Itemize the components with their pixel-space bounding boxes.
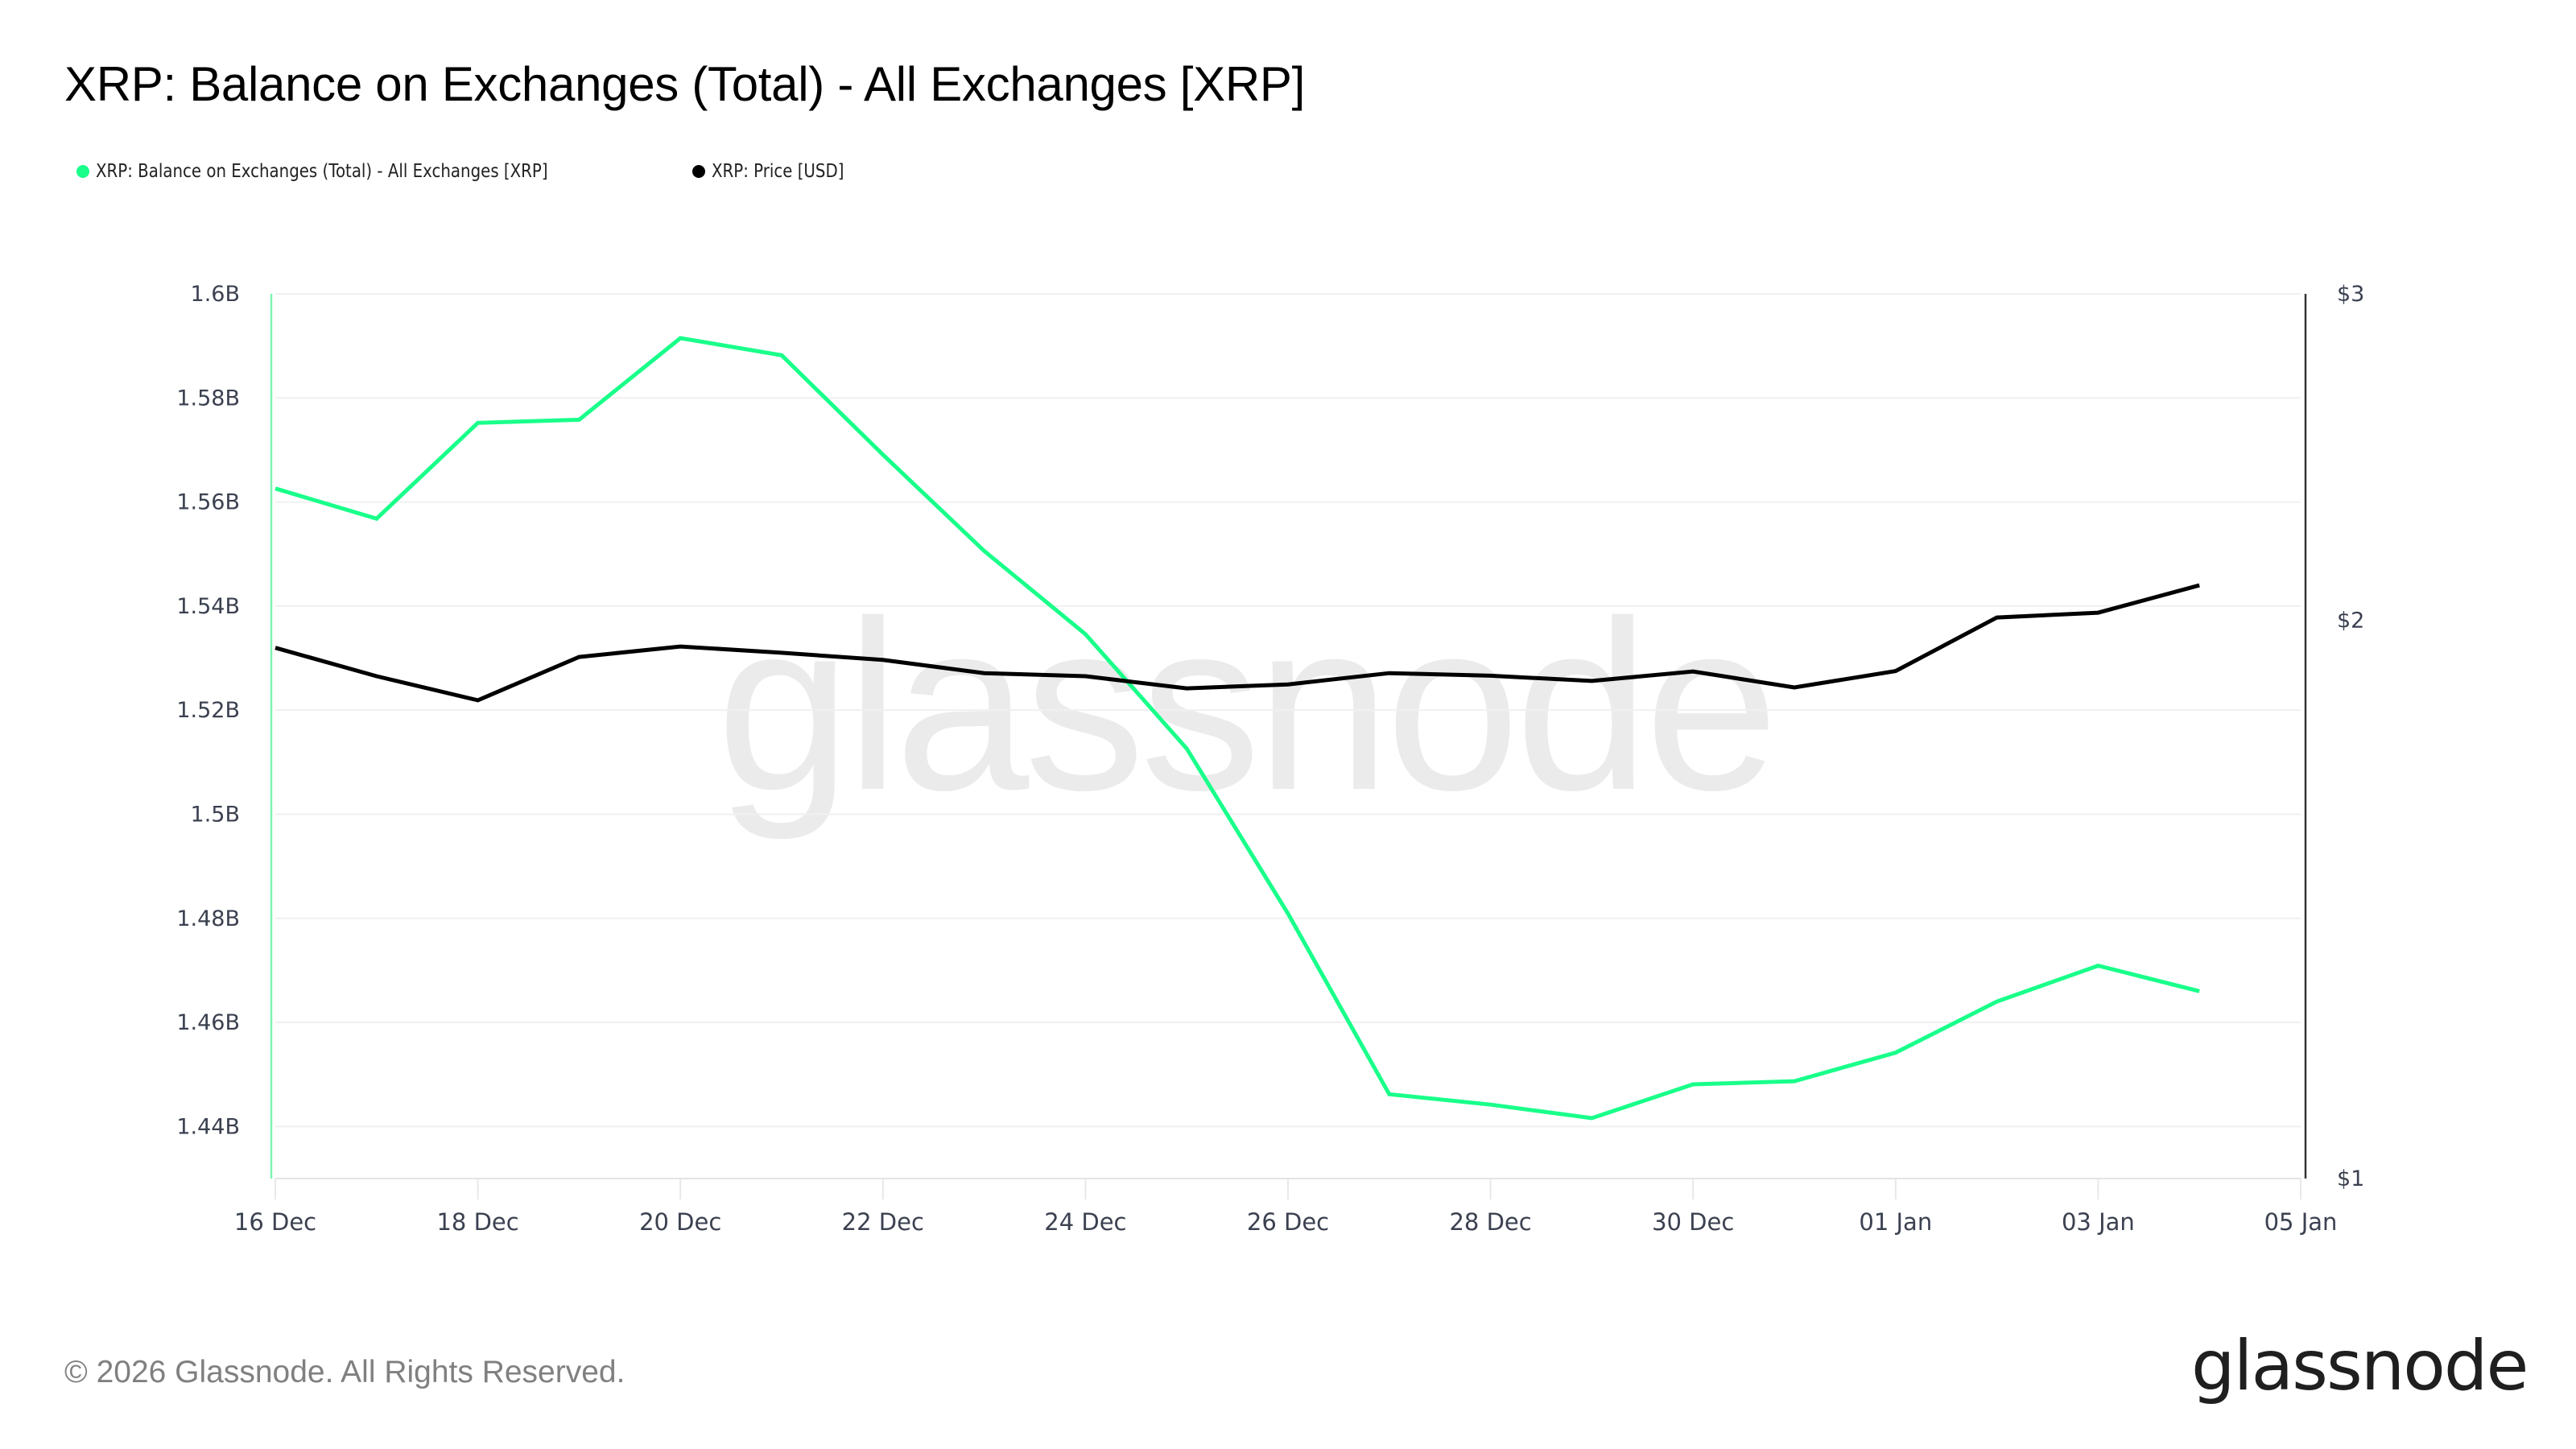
- y-tick-label: 1.48B: [176, 906, 240, 931]
- x-tick-label: 03 Jan: [2062, 1208, 2135, 1236]
- legend-item-price[interactable]: XRP: Price [USD]: [691, 161, 865, 182]
- y-tick-label: 1.58B: [176, 386, 240, 411]
- legend: XRP: Balance on Exchanges (Total) - All …: [76, 161, 936, 182]
- x-tick-label: 26 Dec: [1247, 1208, 1329, 1236]
- right-y-axis: $1 $2 $3: [2304, 282, 2364, 1191]
- x-axis: 16 Dec 18 Dec 20 Dec 22 Dec 24 Dec 26 Dec 28 D…: [234, 1178, 2338, 1236]
- x-tick-label: 28 Dec: [1449, 1208, 1531, 1236]
- glassnode-logo: glassnode: [2191, 1326, 2529, 1406]
- legend-label: XRP: Balance on Exchanges (Total) - All …: [96, 161, 548, 182]
- gridlines: [275, 293, 2301, 1128]
- balance-line: [275, 336, 2200, 1121]
- copyright-text: © 2026 Glassnode. All Rights Reserved.: [64, 1355, 625, 1389]
- series-lines: [275, 336, 2200, 1121]
- y-tick-label: 1.5B: [191, 802, 240, 827]
- x-tick-label: 24 Dec: [1044, 1208, 1126, 1236]
- y-tick-label: $1: [2337, 1166, 2364, 1191]
- x-tick-label: 05 Jan: [2264, 1208, 2338, 1236]
- x-tick-label: 16 Dec: [234, 1208, 316, 1236]
- y-tick-label: $2: [2337, 609, 2364, 634]
- x-tick-label: 20 Dec: [639, 1208, 721, 1236]
- legend-item-balance[interactable]: XRP: Balance on Exchanges (Total) - All …: [76, 161, 621, 182]
- y-tick-label: 1.56B: [176, 490, 240, 515]
- y-tick-label: 1.52B: [176, 698, 240, 723]
- y-tick-label: $3: [2337, 282, 2364, 307]
- y-tick-label: 1.44B: [176, 1114, 240, 1139]
- left-y-axis: 1.44B 1.46B 1.48B 1.5B 1.52B 1.54B 1.56B 1.58B 1…: [176, 282, 273, 1179]
- legend-label: XRP: Price [USD]: [711, 161, 844, 182]
- x-tick-label: 30 Dec: [1652, 1208, 1734, 1236]
- price-line: [275, 583, 2200, 703]
- y-tick-label: 1.6B: [191, 282, 240, 307]
- watermark: glassnode: [716, 570, 1774, 842]
- y-tick-label: 1.46B: [176, 1010, 240, 1035]
- x-tick-label: 18 Dec: [436, 1208, 518, 1236]
- legend-dot-icon: [76, 165, 89, 178]
- chart-title: XRP: Balance on Exchanges (Total) - All …: [64, 57, 1305, 111]
- x-tick-label: 22 Dec: [842, 1208, 924, 1236]
- y-tick-label: 1.54B: [176, 594, 240, 619]
- x-tick-label: 01 Jan: [1859, 1208, 1932, 1236]
- legend-dot-icon: [691, 165, 705, 178]
